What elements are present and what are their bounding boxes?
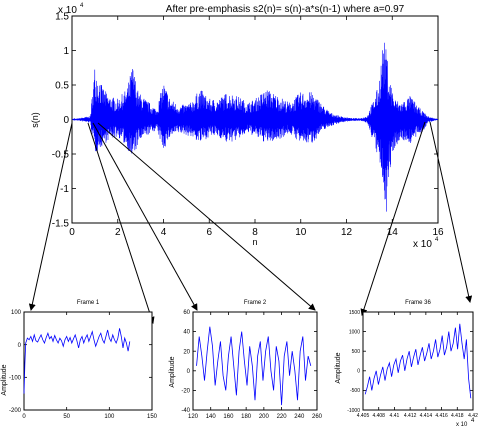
frame2-x-tick-label: 120 [188, 414, 199, 420]
frame36-y-tick-label: -1000 [347, 408, 360, 414]
main-x-tick-label: 14 [387, 227, 399, 238]
arrow-frame36-left [360, 121, 426, 316]
main-y-tick-label: 0.5 [55, 81, 69, 92]
frame1-ticks: 0 50 100 150 100 0 -100 -200 [9, 310, 158, 420]
frame36-x-tick-label: 4.405 [357, 413, 370, 419]
frame36-y-tick-label: 1000 [349, 329, 360, 335]
arrow-frame36-right [429, 121, 473, 303]
frame1-ylabel: Amplitude [1, 364, 8, 395]
main-x-exponent: x 10 4 [413, 237, 439, 250]
frame1-y-tick-label: 0 [18, 343, 22, 349]
svg-text:4: 4 [80, 3, 84, 9]
main-x-tick-label: 4 [161, 227, 167, 238]
main-chart: After pre-emphasis s2(n)= s(n)-a*s(n-1) … [30, 3, 444, 250]
frame1-title: Frame 1 [77, 300, 100, 306]
arrow-frame1-left [28, 122, 73, 311]
frame1-plot-frame [23, 311, 153, 411]
main-x-tick-label: 0 [69, 227, 75, 238]
frame2-y-tick-label: 0 [187, 369, 191, 375]
svg-text:4: 4 [471, 418, 475, 424]
svg-text:x 10: x 10 [58, 5, 77, 16]
frame2-y-tick-label: -20 [181, 389, 190, 395]
main-x-tick-label: 10 [295, 227, 307, 238]
frame2-title: Frame 2 [244, 300, 267, 306]
frame36-ticks: 4.405 4.408 4.41 4.412 4.414 4.416 4.418 4.42 15… [347, 310, 478, 419]
frame1-x-tick-label: 100 [104, 414, 115, 420]
frame2-y-tick-label: 40 [183, 330, 190, 336]
main-x-tick-label: 8 [252, 227, 258, 238]
frame1-chart: Frame 1 Amplitude 0 50 100 150 100 0 -100 -200 [1, 300, 158, 420]
frame2-y-tick-label: 60 [183, 310, 190, 316]
frame36-x-tick-label: 4.418 [451, 413, 464, 419]
frame36-plot-frame [362, 311, 474, 411]
main-y-tick-label: 1.5 [55, 12, 69, 23]
arrow-frame2-right [97, 122, 316, 311]
frame36-x-tick-label: 4.41 [390, 413, 400, 419]
svg-text:x 10: x 10 [456, 422, 468, 428]
main-y-exponent: x 10 4 [58, 3, 84, 16]
main-waveform [71, 42, 439, 212]
main-x-tick-label: 2 [115, 227, 121, 238]
frame36-title: Frame 36 [405, 300, 431, 306]
frame1-x-tick-label: 50 [63, 414, 70, 420]
main-ticks: 0 2 4 6 8 10 12 14 16 1.5 1 0.5 0 -0.5 -1 -1.5 [52, 12, 444, 239]
frame36-y-tick-label: 0 [357, 369, 360, 375]
frame1-y-tick-label: 100 [11, 310, 22, 316]
frame2-chart: Frame 2 Amplitude 120 140 160 180 200 220 240 2… [169, 300, 323, 420]
frame36-y-tick-label: 500 [352, 349, 361, 355]
frame1-y-tick-label: -100 [9, 375, 22, 381]
frame36-x-exponent: x 10 4 [456, 418, 475, 428]
frame2-x-tick-label: 140 [206, 414, 217, 420]
main-x-tick-label: 6 [206, 227, 212, 238]
frame36-x-tick-label: 4.408 [372, 413, 385, 419]
main-title: After pre-emphasis s2(n)= s(n)-a*s(n-1) … [166, 4, 405, 15]
frame36-x-tick-label: 4.42 [468, 413, 478, 419]
frame36-x-tick-label: 4.416 [435, 413, 448, 419]
frame36-x-tick-label: 4.414 [420, 413, 433, 419]
main-y-tick-label: -1.5 [52, 219, 70, 230]
svg-text:x 10: x 10 [413, 239, 432, 250]
frame36-chart: Frame 36 Amplitude x 10 4 4.405 4.408 4.41… [335, 300, 478, 428]
frame2-x-tick-label: 240 [294, 414, 305, 420]
main-y-tick-label: -1 [60, 184, 69, 195]
frame1-y-tick-label: -200 [9, 408, 22, 414]
frame2-x-tick-label: 160 [223, 414, 234, 420]
frame2-x-tick-label: 200 [259, 414, 270, 420]
frame2-ylabel: Amplitude [169, 356, 176, 387]
frame2-x-tick-label: 220 [277, 414, 288, 420]
frame36-waveform [364, 323, 472, 399]
svg-text:4: 4 [435, 237, 439, 243]
frame36-x-tick-label: 4.412 [404, 413, 417, 419]
frame36-y-tick-label: -500 [350, 388, 360, 394]
frame2-y-tick-label: 20 [183, 349, 190, 355]
main-y-tick-label: -0.5 [52, 150, 70, 161]
frame1-waveform [23, 328, 131, 394]
frame1-x-tick-label: 0 [22, 414, 26, 420]
frame2-x-tick-label: 180 [241, 414, 252, 420]
frame2-y-tick-label: -40 [181, 408, 190, 414]
main-y-tick-label: 0 [63, 115, 69, 126]
frame2-waveform [196, 326, 312, 406]
arrow-frame2-left [92, 122, 198, 311]
main-x-tick-label: 16 [432, 227, 444, 238]
main-y-tick-label: 1 [63, 46, 69, 57]
arrow-frame1-right [87, 122, 155, 324]
main-ylabel: s(n) [30, 112, 40, 128]
connector-arrows [28, 121, 473, 324]
frame2-x-tick-label: 260 [312, 414, 323, 420]
main-xlabel: n [252, 237, 257, 247]
main-x-tick-label: 12 [341, 227, 353, 238]
frame36-y-tick-label: 1500 [349, 310, 360, 316]
frame1-x-tick-label: 150 [147, 414, 158, 420]
frame36-ylabel: Amplitude [335, 352, 342, 383]
